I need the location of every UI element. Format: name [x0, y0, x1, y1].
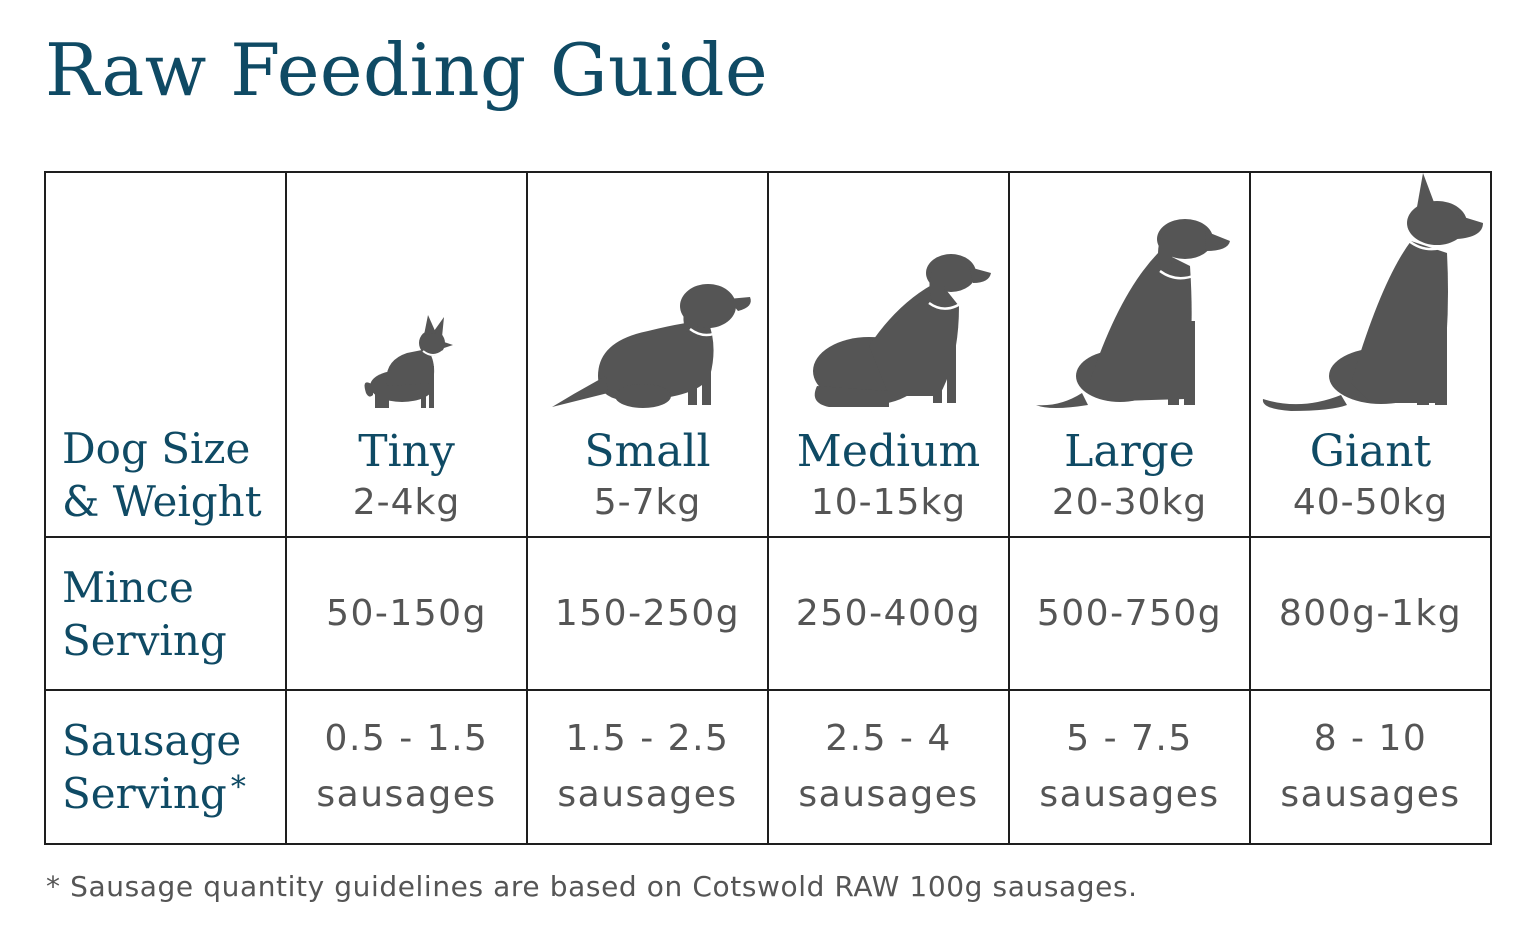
- size-cell-medium: Medium 10-15kg: [767, 171, 1010, 538]
- sausage-unit: sausages: [557, 774, 738, 815]
- mince-cell-tiny: 50-150g: [285, 536, 528, 691]
- size-row-label-line1: Dog Size: [62, 424, 251, 473]
- size-row-label-cell: Dog Size & Weight: [44, 171, 287, 538]
- size-weight-medium: 10-15kg: [810, 482, 967, 523]
- size-cell-small: Small 5-7kg: [526, 171, 769, 538]
- mince-cell-giant: 800g-1kg: [1249, 536, 1492, 691]
- mince-cell-medium: 250-400g: [767, 536, 1010, 691]
- size-name-large: Large: [1064, 426, 1195, 477]
- size-row-label-line2: & Weight: [62, 477, 262, 526]
- mince-cell-large: 500-750g: [1008, 536, 1251, 691]
- sausage-unit: sausages: [798, 774, 979, 815]
- mince-row-label: Mince Serving: [46, 561, 227, 667]
- small-dog-icon: [528, 171, 769, 411]
- size-row-label: Dog Size & Weight: [46, 422, 262, 528]
- page-title: Raw Feeding Guide: [45, 28, 769, 112]
- sausage-row: Sausage Serving * 0.5 - 1.5 sausages 1.5 …: [44, 689, 1492, 845]
- mince-row-label-line2: Serving: [62, 615, 227, 665]
- sausage-qty: 8 - 10: [1313, 718, 1428, 759]
- size-name-giant: Giant: [1309, 426, 1432, 477]
- size-weight-tiny: 2-4kg: [352, 482, 461, 523]
- mince-row-label-cell: Mince Serving: [44, 536, 287, 691]
- sausage-row-label: Sausage Serving *: [46, 714, 246, 820]
- size-cell-large: Large 20-30kg: [1008, 171, 1251, 538]
- giant-dog-icon: [1251, 171, 1492, 411]
- sausage-row-label-cell: Sausage Serving *: [44, 689, 287, 845]
- medium-dog-icon: [769, 171, 1010, 411]
- sausage-cell-small: 1.5 - 2.5 sausages: [526, 689, 769, 845]
- size-cell-giant: Giant 40-50kg: [1249, 171, 1492, 538]
- tiny-dog-icon: [287, 171, 528, 411]
- sausage-cell-medium: 2.5 - 4 sausages: [767, 689, 1010, 845]
- size-cell-tiny: Tiny 2-4kg: [285, 171, 528, 538]
- feeding-guide-table: Dog Size & Weight: [44, 171, 1492, 845]
- sausage-cell-tiny: 0.5 - 1.5 sausages: [285, 689, 528, 845]
- footnote-marker: *: [230, 770, 246, 805]
- sausage-cell-large: 5 - 7.5 sausages: [1008, 689, 1251, 845]
- mince-row: Mince Serving 50-150g 150-250g 250-400g …: [44, 536, 1492, 691]
- footnote: * Sausage quantity guidelines are based …: [46, 870, 1138, 903]
- size-row: Dog Size & Weight: [44, 171, 1492, 538]
- mince-value: 50-150g: [326, 592, 487, 634]
- mince-value: 500-750g: [1036, 592, 1223, 634]
- sausage-unit: sausages: [1039, 774, 1220, 815]
- mince-value: 800g-1kg: [1278, 592, 1463, 634]
- mince-value: 250-400g: [795, 592, 982, 634]
- sausage-row-label-line1: Sausage: [62, 716, 242, 765]
- sausage-qty: 1.5 - 2.5: [565, 718, 730, 759]
- size-name-medium: Medium: [796, 426, 981, 477]
- sausage-qty: 0.5 - 1.5: [324, 718, 489, 759]
- sausage-qty: 5 - 7.5: [1066, 718, 1193, 759]
- mince-cell-small: 150-250g: [526, 536, 769, 691]
- sausage-cell-giant: 8 - 10 sausages: [1249, 689, 1492, 845]
- sausage-row-label-line2: Serving: [62, 769, 227, 818]
- mince-row-label-line1: Mince: [62, 562, 194, 612]
- size-weight-small: 5-7kg: [593, 482, 702, 523]
- size-name-tiny: Tiny: [358, 426, 455, 477]
- mince-value: 150-250g: [554, 592, 741, 634]
- sausage-qty: 2.5 - 4: [825, 718, 952, 759]
- size-name-small: Small: [584, 426, 711, 477]
- sausage-unit: sausages: [316, 774, 497, 815]
- sausage-unit: sausages: [1280, 774, 1461, 815]
- size-weight-large: 20-30kg: [1051, 482, 1208, 523]
- large-dog-icon: [1010, 171, 1251, 411]
- size-weight-giant: 40-50kg: [1292, 482, 1449, 523]
